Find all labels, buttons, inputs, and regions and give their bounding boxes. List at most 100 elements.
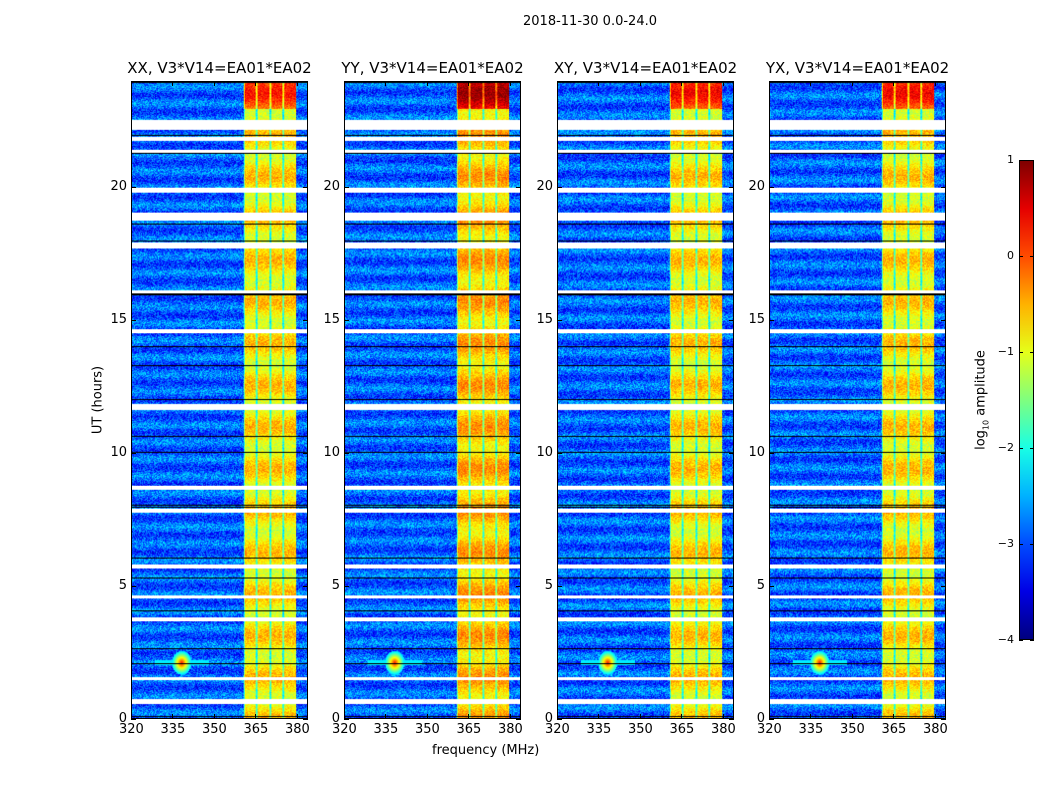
y-tick — [516, 187, 521, 189]
x-tick-label: 350 — [201, 722, 227, 737]
colorbar-tick-label: −2 — [997, 441, 1014, 454]
x-tick-label: 380 — [497, 722, 523, 737]
y-tick — [131, 320, 136, 322]
y-tick — [344, 320, 349, 322]
x-tick — [851, 81, 853, 86]
x-tick — [681, 714, 683, 719]
x-tick — [851, 714, 853, 719]
panel-yy: YY, V3*V14=EA01*EA02 — [341, 59, 524, 719]
waterfall-heatmap — [558, 82, 733, 718]
y-tick — [769, 586, 774, 588]
x-tick-label: 380 — [710, 722, 736, 737]
y-tick — [303, 586, 308, 588]
x-tick — [385, 714, 387, 719]
x-tick — [426, 714, 428, 719]
x-tick — [344, 81, 345, 86]
x-tick — [296, 81, 298, 86]
y-tick — [729, 453, 734, 455]
figure-title: 2018-11-30 0.0-24.0 — [523, 14, 657, 29]
x-tick — [509, 81, 511, 86]
x-tick — [769, 714, 770, 719]
x-tick — [296, 714, 298, 719]
panel-yx: YX, V3*V14=EA01*EA02 — [766, 59, 949, 719]
x-tick — [598, 714, 600, 719]
y-tick — [941, 586, 946, 588]
y-tick-label: 10 — [323, 445, 340, 461]
panel-title: YX, V3*V14=EA01*EA02 — [765, 59, 950, 77]
y-tick-label: 20 — [748, 179, 765, 195]
panel-xx: XX, V3*V14=EA01*EA02 — [127, 59, 312, 719]
waterfall-heatmap — [132, 82, 307, 718]
colorbar — [1019, 160, 1034, 640]
x-tick — [557, 714, 558, 719]
colorbar-tick — [1030, 256, 1034, 257]
y-tick — [729, 586, 734, 588]
x-tick — [810, 714, 812, 719]
x-tick-label: 335 — [373, 722, 399, 737]
colorbar-tick — [1019, 448, 1023, 449]
colorbar-tick-label: −1 — [997, 345, 1014, 358]
y-tick — [344, 453, 349, 455]
y-tick-label: 0 — [331, 711, 340, 726]
x-tick — [509, 714, 511, 719]
x-tick — [934, 81, 936, 86]
x-tick — [681, 81, 683, 86]
y-tick — [516, 586, 521, 588]
y-tick — [769, 320, 774, 322]
y-tick — [344, 719, 349, 720]
colorbar-tick — [1030, 544, 1034, 545]
colorbar-tick — [1019, 352, 1023, 353]
colorbar-tick-label: −4 — [997, 633, 1014, 646]
x-tick-label: 365 — [243, 722, 269, 737]
y-tick-label: 0 — [756, 711, 765, 726]
x-tick-label: 320 — [119, 722, 144, 737]
x-tick — [385, 81, 387, 86]
panel-title: XY, V3*V14=EA01*EA02 — [553, 59, 738, 77]
panel-title: YY, V3*V14=EA01*EA02 — [341, 59, 524, 77]
x-tick-label: 350 — [414, 722, 440, 737]
x-tick — [893, 81, 895, 86]
x-tick-label: 365 — [669, 722, 695, 737]
y-tick-label: 5 — [544, 578, 553, 594]
x-tick-label: 365 — [881, 722, 907, 737]
x-tick — [893, 714, 895, 719]
y-tick-label: 10 — [748, 445, 765, 461]
y-tick — [729, 320, 734, 322]
x-tick-label: 335 — [160, 722, 186, 737]
y-tick — [131, 187, 136, 189]
y-tick-label: 15 — [748, 312, 765, 328]
x-tick-label: 380 — [922, 722, 948, 737]
y-tick-label: 0 — [544, 711, 553, 726]
x-tick — [468, 81, 470, 86]
y-tick — [303, 320, 308, 322]
x-tick — [131, 714, 132, 719]
panel-xy: XY, V3*V14=EA01*EA02 — [554, 59, 737, 719]
y-tick — [769, 187, 774, 189]
y-tick-label: 15 — [536, 312, 553, 328]
x-tick-label: 335 — [798, 722, 824, 737]
x-tick-label: 350 — [627, 722, 653, 737]
y-tick — [729, 187, 734, 189]
x-tick — [468, 714, 470, 719]
colorbar-tick — [1019, 256, 1023, 257]
y-tick — [557, 187, 562, 189]
y-tick — [131, 453, 136, 455]
y-tick-label: 20 — [536, 179, 553, 195]
y-tick — [303, 453, 308, 455]
y-tick — [941, 320, 946, 322]
y-tick-label: 20 — [110, 179, 127, 195]
x-axis-label: frequency (MHz) — [432, 743, 540, 758]
panel-title: XX, V3*V14=EA01*EA02 — [127, 59, 312, 77]
x-tick — [598, 81, 600, 86]
y-tick-label: 5 — [756, 578, 765, 594]
y-tick — [557, 320, 562, 322]
x-tick — [255, 81, 257, 86]
colorbar-tick — [1019, 160, 1023, 161]
x-tick — [255, 714, 257, 719]
colorbar-tick-label: 0 — [1007, 249, 1014, 262]
x-tick — [722, 81, 724, 86]
waterfall-heatmap — [345, 82, 520, 718]
x-tick-label: 350 — [839, 722, 865, 737]
y-tick — [729, 719, 734, 720]
colorbar-tick — [1030, 352, 1034, 353]
